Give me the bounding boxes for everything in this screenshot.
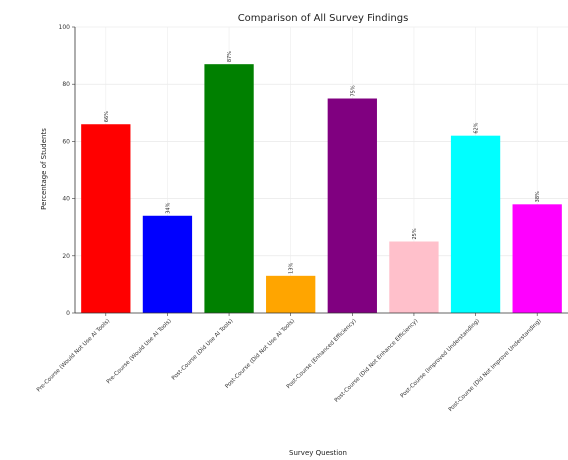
bar-data-label: 75% [350, 85, 356, 96]
bar [266, 275, 316, 313]
chart-title: Comparison of All Survey Findings [238, 13, 409, 24]
bar [327, 98, 377, 313]
y-axis-label: Percentage of Students [40, 128, 48, 210]
bar [512, 204, 562, 313]
bar-data-label: 62% [474, 122, 480, 133]
bar-data-label: 25% [412, 228, 418, 239]
bar-data-label: 38% [535, 191, 541, 202]
x-tick-label: Pre-Course (Would Not Use AI Tools) [36, 318, 111, 393]
y-tick-label: 40 [62, 196, 70, 203]
bar [389, 241, 439, 313]
bar [142, 215, 193, 313]
bar-data-label: 87% [227, 51, 233, 62]
bar [204, 64, 254, 314]
x-tick-label: Post-Course (Did Use AI Tools) [171, 318, 235, 382]
bar-data-label: 66% [104, 111, 110, 122]
y-tick-label: 100 [59, 24, 71, 31]
bars-layer [81, 64, 562, 314]
x-tick-label: Pre-Course (Would Use AI Tools) [106, 318, 173, 385]
x-axis-label: Survey Question [289, 449, 347, 457]
y-tick-label: 80 [62, 81, 70, 88]
x-tick-label: Post-Course (Enhanced Efficiency) [286, 318, 358, 390]
y-tick-label: 0 [66, 310, 70, 317]
x-tick-label: Post-Course (Did Not Use AI Tools) [224, 318, 296, 390]
bar-data-label: 13% [289, 262, 295, 273]
bar [81, 124, 131, 314]
bar-data-label: 34% [165, 202, 171, 213]
bar [450, 135, 501, 313]
y-tick-label: 20 [62, 253, 70, 260]
y-tick-label: 60 [62, 138, 70, 145]
axes-layer [72, 26, 568, 316]
